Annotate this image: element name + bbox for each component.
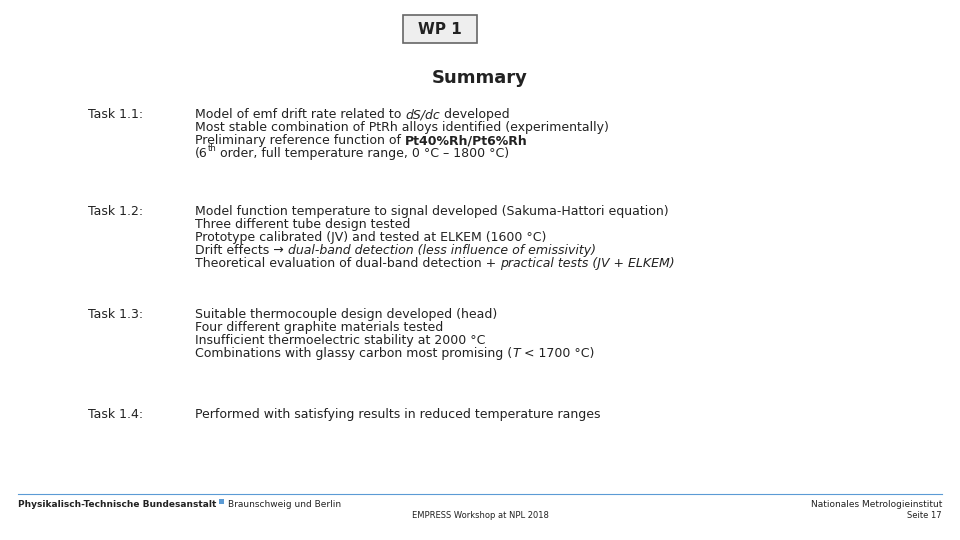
Text: Physikalisch-Technische Bundesanstalt: Physikalisch-Technische Bundesanstalt	[18, 500, 216, 509]
Text: Model function temperature to signal developed (Sakuma-Hattori equation): Model function temperature to signal dev…	[195, 205, 668, 218]
Text: Most stable combination of PtRh alloys identified (experimentally): Most stable combination of PtRh alloys i…	[195, 121, 609, 134]
Text: order, full temperature range, 0 °C – 1800 °C): order, full temperature range, 0 °C – 18…	[217, 147, 510, 160]
Text: dS/dc: dS/dc	[405, 108, 440, 121]
Text: Performed with satisfying results in reduced temperature ranges: Performed with satisfying results in red…	[195, 408, 601, 421]
Text: Theoretical evaluation of dual-band detection +: Theoretical evaluation of dual-band dete…	[195, 257, 500, 270]
Text: dual-band detection (less influence of emissivity): dual-band detection (less influence of e…	[288, 244, 596, 257]
Text: Task 1.4:: Task 1.4:	[88, 408, 143, 421]
Text: Three different tube design tested: Three different tube design tested	[195, 218, 410, 231]
Text: Prototype calibrated (JV) and tested at ELKEM (1600 °C): Prototype calibrated (JV) and tested at …	[195, 231, 546, 244]
Text: Suitable thermocouple design developed (head): Suitable thermocouple design developed (…	[195, 308, 497, 321]
Text: Braunschweig und Berlin: Braunschweig und Berlin	[228, 500, 342, 509]
Text: Combinations with glassy carbon most promising (: Combinations with glassy carbon most pro…	[195, 347, 512, 360]
Text: (6: (6	[195, 147, 207, 160]
Text: T: T	[512, 347, 519, 360]
Text: developed: developed	[440, 108, 510, 121]
Text: Four different graphite materials tested: Four different graphite materials tested	[195, 321, 444, 334]
Text: < 1700 °C): < 1700 °C)	[519, 347, 594, 360]
Text: EMPRESS Workshop at NPL 2018: EMPRESS Workshop at NPL 2018	[412, 511, 548, 520]
Text: Nationales Metrologieinstitut: Nationales Metrologieinstitut	[810, 500, 942, 509]
Text: WP 1: WP 1	[419, 22, 462, 37]
Text: Seite 17: Seite 17	[907, 511, 942, 520]
Text: Preliminary reference function of: Preliminary reference function of	[195, 134, 405, 147]
Text: Task 1.3:: Task 1.3:	[88, 308, 143, 321]
Text: Summary: Summary	[432, 69, 528, 87]
Text: Model of emf drift rate related to: Model of emf drift rate related to	[195, 108, 405, 121]
Text: Insufficient thermoelectric stability at 2000 °C: Insufficient thermoelectric stability at…	[195, 334, 486, 347]
Text: Pt40%Rh/Pt6%Rh: Pt40%Rh/Pt6%Rh	[405, 134, 528, 147]
Text: Task 1.2:: Task 1.2:	[88, 205, 143, 218]
Text: Task 1.1:: Task 1.1:	[88, 108, 143, 121]
Text: practical tests (JV + ELKEM): practical tests (JV + ELKEM)	[500, 257, 675, 270]
FancyBboxPatch shape	[220, 498, 225, 503]
Text: th: th	[207, 144, 217, 153]
FancyBboxPatch shape	[403, 15, 477, 43]
Text: Drift effects →: Drift effects →	[195, 244, 288, 257]
